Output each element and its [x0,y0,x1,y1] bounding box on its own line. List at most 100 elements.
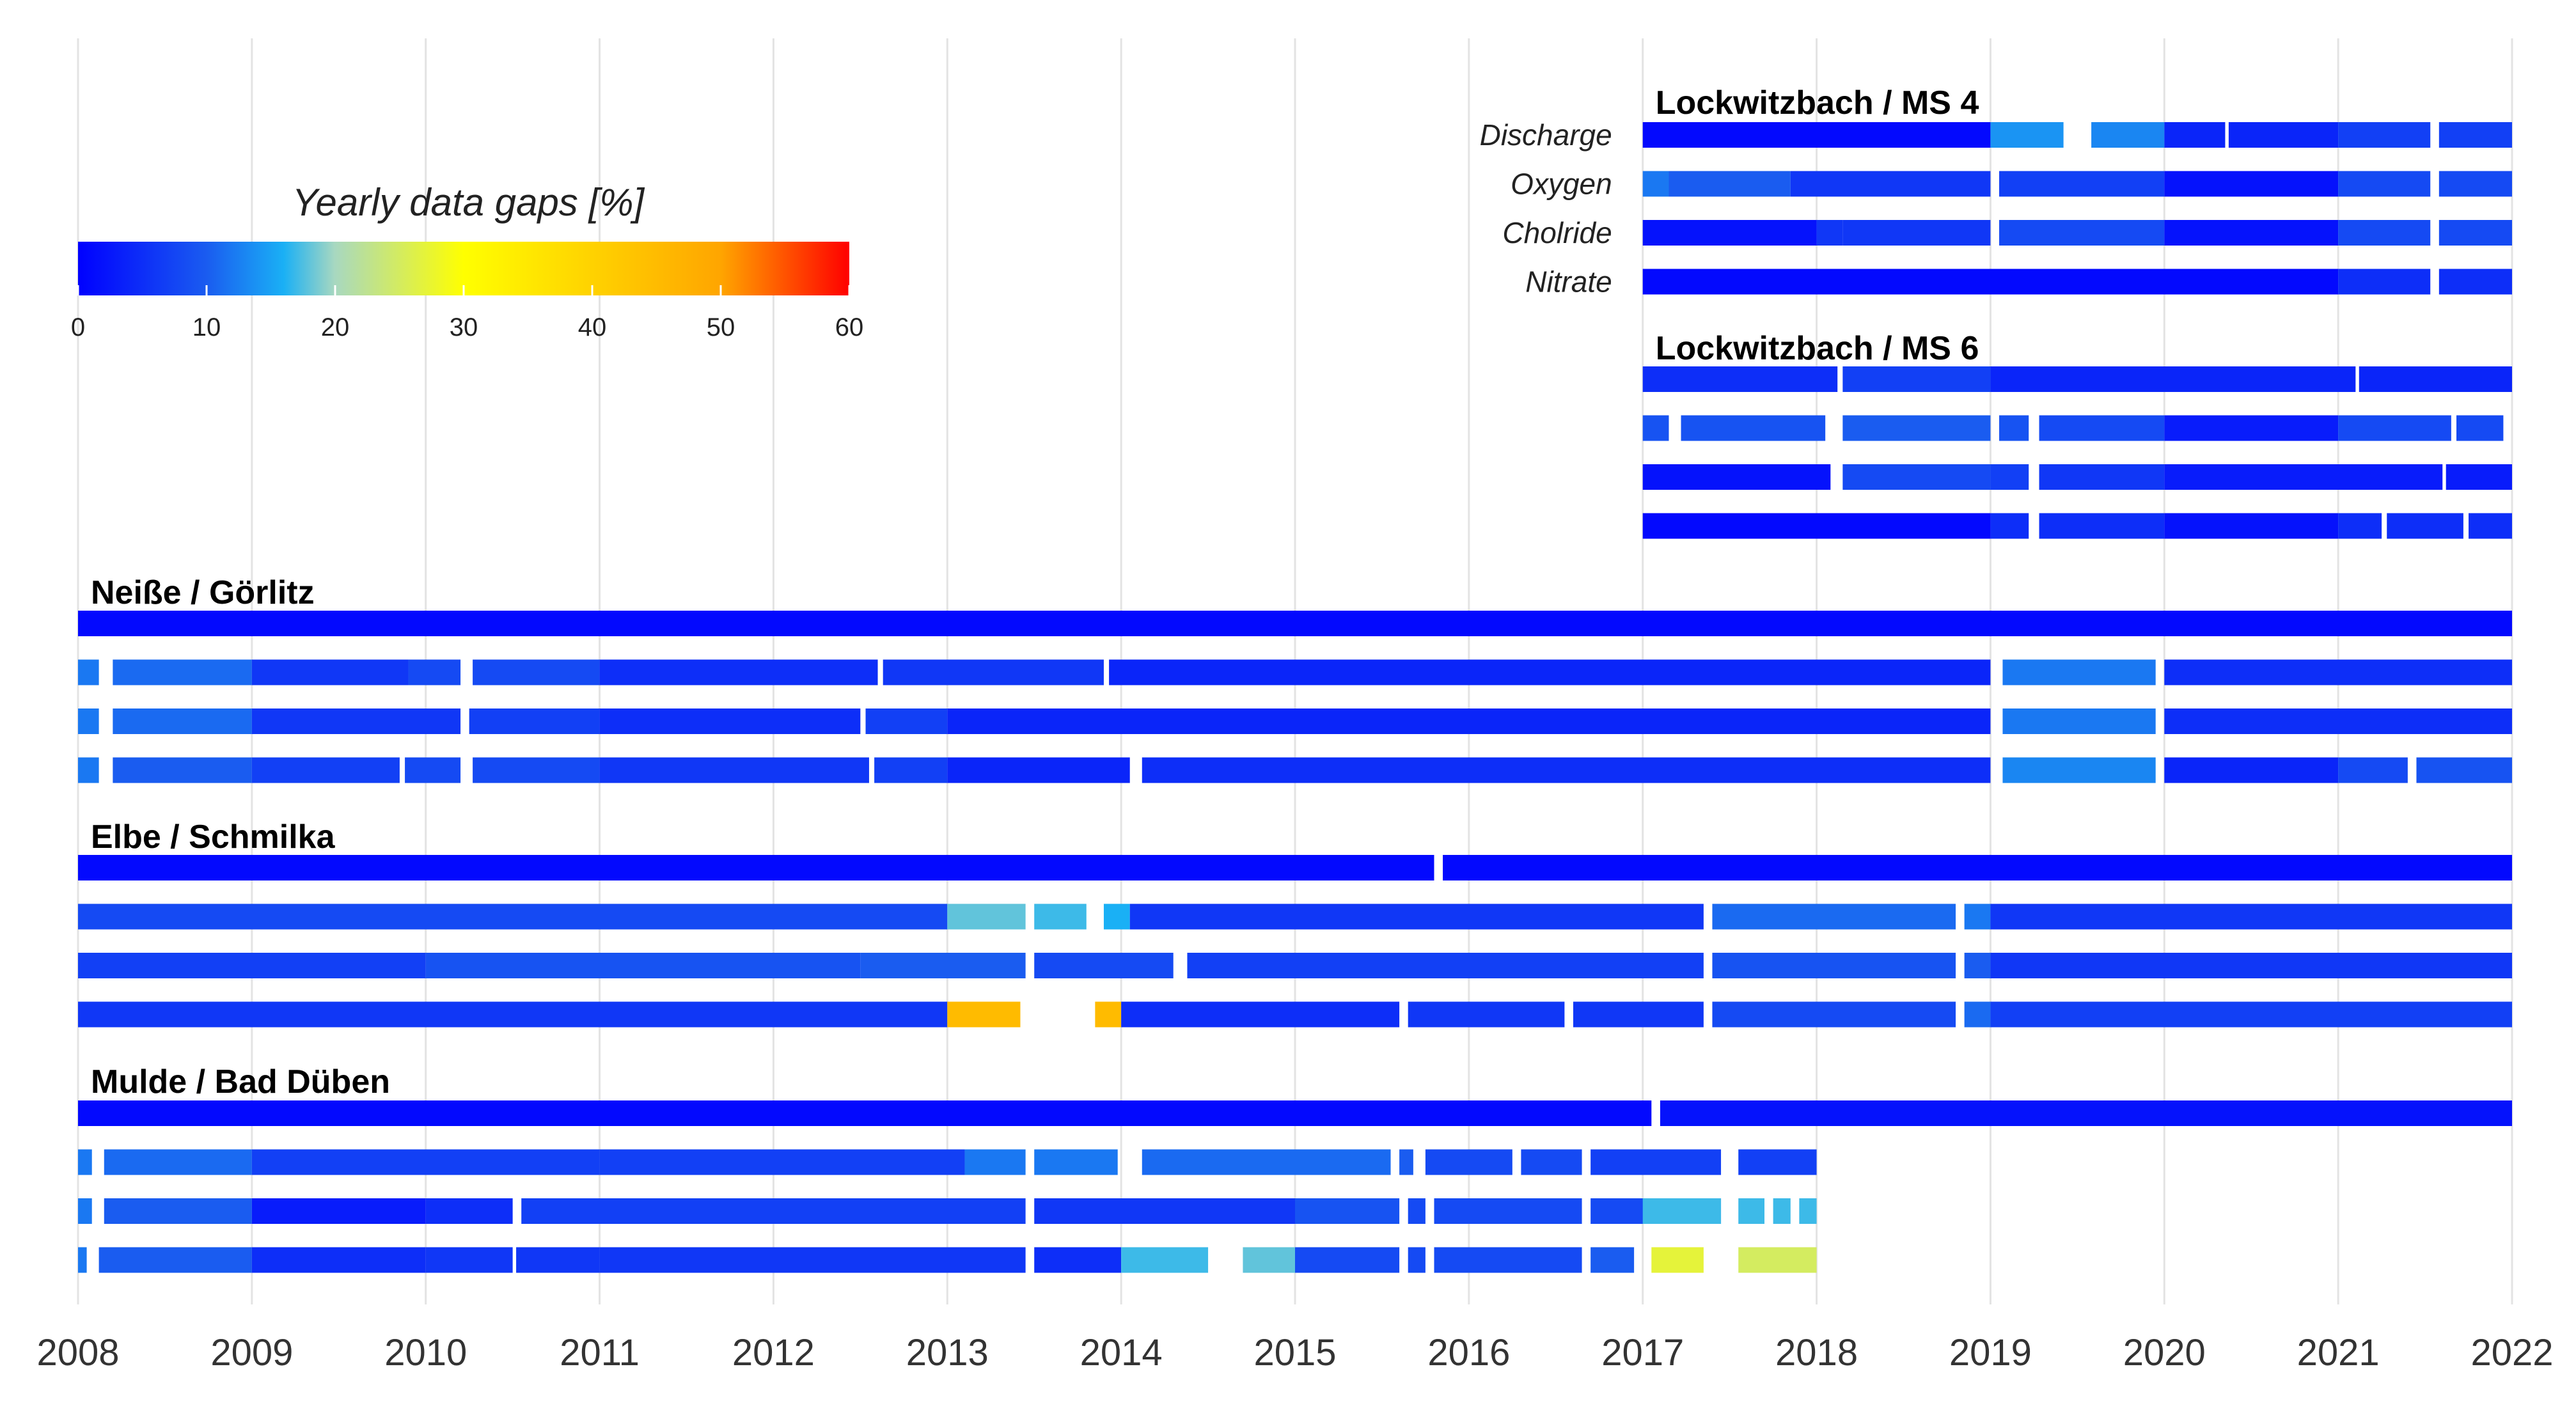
gap-segment [1295,1247,1400,1273]
gap-segment [113,757,252,783]
gap-segment [1129,904,1704,930]
gap-segment [1443,855,2512,881]
gap-segment [1712,904,1956,930]
gap-segment [113,708,252,734]
x-tick-label-2013: 2013 [906,1332,989,1374]
gap-segment [2338,220,2431,246]
gap-segment [251,659,409,685]
gap-segment [2164,708,2512,734]
gap-segment [78,1198,92,1224]
gap-segment [2439,122,2512,148]
gap-segment [1408,1198,1425,1224]
gap-segment [599,659,878,685]
x-tick-label-2011: 2011 [560,1332,640,1374]
gap-segment [2164,464,2443,490]
gap-segment [1521,1149,1582,1175]
legend-tick-label: 50 [707,313,735,341]
gap-segment [860,953,1026,978]
x-tick-label-2022: 2022 [2470,1332,2553,1374]
x-tick-label-2021: 2021 [2297,1332,2380,1374]
gap-segment [865,708,948,734]
gap-segment [2338,269,2431,295]
gap-segment [2469,513,2512,539]
gap-segment [1187,953,1704,978]
gap-segment [2439,220,2512,246]
gap-segment [473,757,600,783]
gap-segment [1964,904,1991,930]
gap-segment [1712,953,1956,978]
gap-segment [1034,1247,1122,1273]
gap-segment [2002,708,2156,734]
gap-segment [1408,1247,1425,1273]
gap-segment [2164,171,2339,197]
gap-segment [2002,659,2156,685]
gap-segment [2228,122,2339,148]
gap-segment [2164,659,2512,685]
gap-segment [425,1247,513,1273]
gap-segment [1738,1149,1817,1175]
gap-segment [521,1198,1026,1224]
gap-segment [1425,1149,1512,1175]
gap-segment [1121,1001,1400,1028]
gap-segment [425,953,861,978]
gap-segment [78,757,99,783]
x-tick-label-2010: 2010 [384,1332,467,1374]
gap-segment [1990,366,2356,392]
x-tick-label-2018: 2018 [1775,1332,1858,1374]
gap-segment [2164,122,2226,148]
gap-segment [2439,171,2512,197]
gap-segment [251,757,400,783]
gap-segment [2359,366,2512,392]
gap-segment [1712,1001,1956,1028]
station-title: Mulde / Bad Düben [91,1063,390,1100]
gap-segment [947,904,1026,930]
gap-segment [1738,1247,1817,1273]
variable-label-discharge: Discharge [1480,118,1612,152]
gap-segment [1642,220,1817,246]
gap-segment [1990,953,2512,978]
gap-segment [1399,1149,1413,1175]
gap-segment [1034,953,1174,978]
gap-segment [1842,220,1991,246]
gap-segment [251,1247,426,1273]
gap-segment [1790,171,1991,197]
gap-segment [1434,1247,1582,1273]
station-title: Lockwitzbach / MS 4 [1656,84,1979,121]
gap-segment [1842,415,1991,441]
gap-segment [1109,659,1991,685]
gap-segment [1642,1198,1722,1224]
gap-segment [1142,1149,1391,1175]
gap-segment [1842,464,1991,490]
gap-segment [1243,1247,1295,1273]
legend-title: Yearly data gaps [%] [292,181,645,224]
gap-segment [2456,415,2504,441]
x-tick-label-2016: 2016 [1427,1332,1510,1374]
gap-segment [2039,415,2165,441]
gap-segment [1434,1198,1582,1224]
gap-segment [78,708,99,734]
gap-segment [78,659,99,685]
gap-segment [1142,757,1991,783]
legend-tick-label: 10 [192,313,221,341]
gap-segment [2387,513,2463,539]
gap-segment [964,1149,1026,1175]
gap-segment [78,1100,1652,1126]
chart-labels: 2008 2009 2010 2011 2012 2013 2014 2015 2016 2017… [36,84,2553,1374]
gap-segment [1642,415,1669,441]
gap-segment [98,1247,252,1273]
gap-segment [599,1149,965,1175]
gap-segment [874,757,948,783]
gap-segment [947,757,1130,783]
variable-label-nitrate: Nitrate [1525,265,1612,299]
gap-segment [2338,415,2451,441]
gap-segment [947,1001,1021,1028]
gap-segment [1642,269,2339,295]
variable-label-cholride: Cholride [1502,216,1612,249]
x-tick-label-2014: 2014 [1080,1332,1163,1374]
gap-segment [469,708,600,734]
gap-segment [1034,1149,1118,1175]
gap-segment [2338,171,2431,197]
legend-tick-label: 60 [835,313,864,341]
gap-segment [2039,464,2165,490]
